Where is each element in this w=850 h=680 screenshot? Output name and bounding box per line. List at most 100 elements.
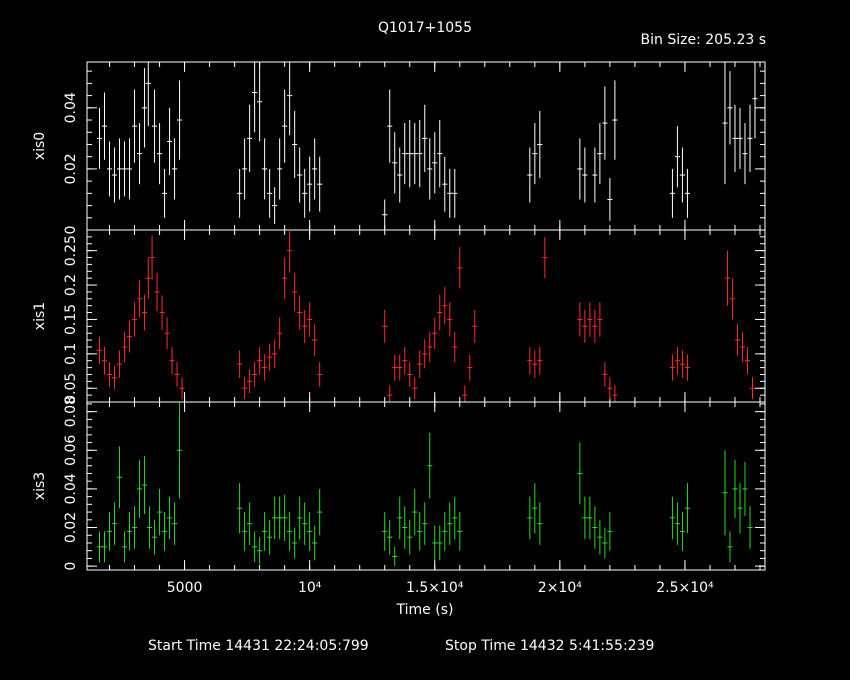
xis1-point: [432, 317, 438, 350]
xis3-point: [592, 506, 598, 549]
xis3-point: [722, 450, 728, 536]
xis0-point: [171, 138, 178, 200]
xis0-point: [257, 62, 263, 142]
xis3-point: [277, 496, 283, 540]
xis3-point: [171, 502, 178, 545]
xis1-y-tick-label: 0.1: [63, 343, 79, 365]
xis1-point: [257, 346, 263, 375]
xis1-point: [141, 294, 148, 331]
xis0-y-axis-label: xis0: [32, 132, 48, 160]
x-tick-label: 2×10⁴: [538, 580, 582, 596]
xis1-point: [537, 346, 543, 375]
xis0-point: [577, 138, 583, 200]
xis0-point: [106, 141, 113, 197]
xis1-point: [131, 302, 138, 337]
xis1-y-axis-label: xis1: [32, 302, 48, 330]
xis1-point: [412, 377, 418, 400]
xis3-point: [422, 502, 428, 545]
xis0-point: [392, 132, 398, 194]
xis1-point: [457, 247, 463, 289]
xis3-point: [287, 512, 293, 551]
xis3-point: [607, 512, 613, 551]
xis3-point: [177, 402, 183, 499]
xis0-point: [752, 62, 758, 139]
xis3-point: [257, 537, 263, 565]
xis1-point: [467, 354, 473, 381]
xis0-point: [136, 123, 143, 185]
xis0-point: [277, 138, 283, 200]
xis0-point: [387, 89, 393, 163]
xis3-point: [397, 496, 403, 540]
xis0-point: [422, 104, 428, 172]
xis3-point: [669, 496, 675, 540]
x-axis-label: Time (s): [396, 602, 454, 618]
xis0-point: [126, 138, 133, 200]
xis3-point: [417, 512, 423, 551]
panels-group: 0 0.02 0.04 xis0 0.05 0.1 0.15 0.2 0.25 xis1 0 0.02…: [32, 61, 766, 596]
xis3-point: [442, 512, 448, 551]
xis1-point: [136, 280, 143, 318]
xis0-point: [247, 104, 253, 172]
xis3-point: [302, 502, 308, 545]
xis3-point: [582, 496, 588, 540]
xis1-point: [532, 350, 538, 378]
xis1-point: [317, 362, 323, 387]
xis1-point: [302, 309, 308, 343]
xis0-point: [582, 147, 588, 203]
xis1-point: [272, 339, 278, 369]
xis3-point: [392, 546, 398, 567]
xis1-point: [164, 317, 170, 350]
xis1-point: [292, 272, 298, 312]
xis3-point: [282, 494, 288, 542]
panel-xis1: 0.05 0.1 0.15 0.2 0.25 xis1: [32, 229, 766, 404]
xis0-point: [242, 138, 248, 200]
xis1-point: [242, 377, 248, 400]
xis1-point: [607, 377, 613, 400]
xis1-point: [169, 346, 175, 375]
xis1-point: [597, 302, 603, 337]
xis0-point: [317, 156, 323, 212]
xis1-point: [126, 320, 133, 353]
xis3-point: [587, 496, 593, 540]
xis3-point: [457, 512, 463, 551]
x-tick-label: 2.5×10⁴: [656, 580, 714, 596]
xis3-point: [242, 512, 248, 551]
xis1-point: [402, 346, 408, 375]
xis3-point: [96, 531, 103, 563]
xis0-point: [262, 138, 268, 200]
xis0-point: [297, 147, 303, 203]
xis3-y-axis-label: xis3: [32, 472, 48, 500]
xis3-point: [272, 496, 278, 540]
xis0-point: [292, 110, 298, 179]
xis1-point: [472, 309, 478, 343]
xis1-point: [679, 350, 686, 378]
xis0-point: [156, 123, 163, 185]
xis1-point: [111, 366, 118, 390]
xis3-point: [597, 519, 603, 555]
xis0-point: [722, 62, 728, 185]
xis1-point: [447, 302, 453, 337]
xis0-y-tick-label: 0: [63, 226, 79, 235]
xis3-point: [437, 525, 443, 561]
xis1-point: [282, 257, 288, 299]
xis0-point: [412, 123, 418, 185]
xis1-point: [734, 324, 741, 356]
xis3-point: [387, 519, 393, 555]
xis0-point: [427, 138, 433, 200]
xis0-point: [437, 120, 443, 188]
xis0-point: [96, 107, 103, 169]
xis1-point: [101, 346, 108, 375]
xis1-point: [729, 278, 736, 320]
xis1-point: [297, 295, 303, 330]
x-tick-label: 5000: [167, 580, 203, 596]
xis1-point: [724, 250, 731, 306]
xis3-frame: [86, 401, 766, 571]
xis3-y-tick-label: 0.06: [63, 435, 79, 466]
xis0-point: [727, 71, 733, 145]
xis1-point: [96, 336, 103, 365]
xis0-point: [397, 147, 403, 203]
xis1-point: [307, 302, 313, 337]
xis3-point: [674, 502, 681, 545]
xis1-point: [149, 235, 155, 280]
xis3-point: [407, 519, 413, 555]
